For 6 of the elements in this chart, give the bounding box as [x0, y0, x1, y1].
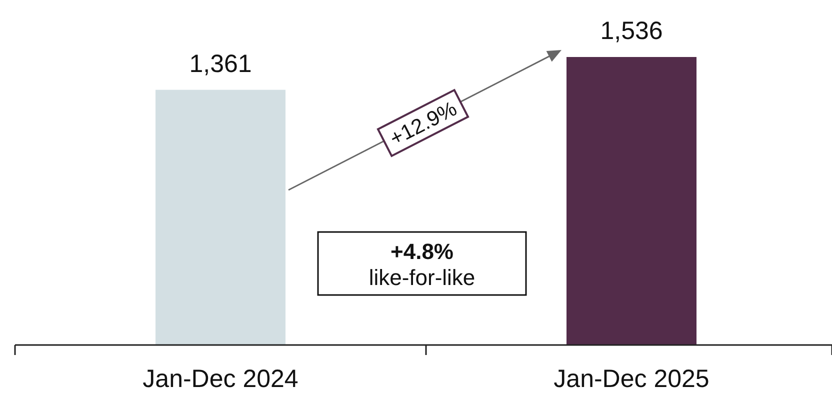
annotation: +4.8% [390, 239, 454, 264]
annotation: like-for-like [368, 265, 476, 290]
x-tick-label: Jan-Dec 2025 [554, 364, 710, 393]
x-tick-label: Jan-Dec 2024 [142, 364, 298, 393]
data-label: 1,536 [600, 17, 663, 45]
data-label: 1,361 [189, 50, 252, 78]
